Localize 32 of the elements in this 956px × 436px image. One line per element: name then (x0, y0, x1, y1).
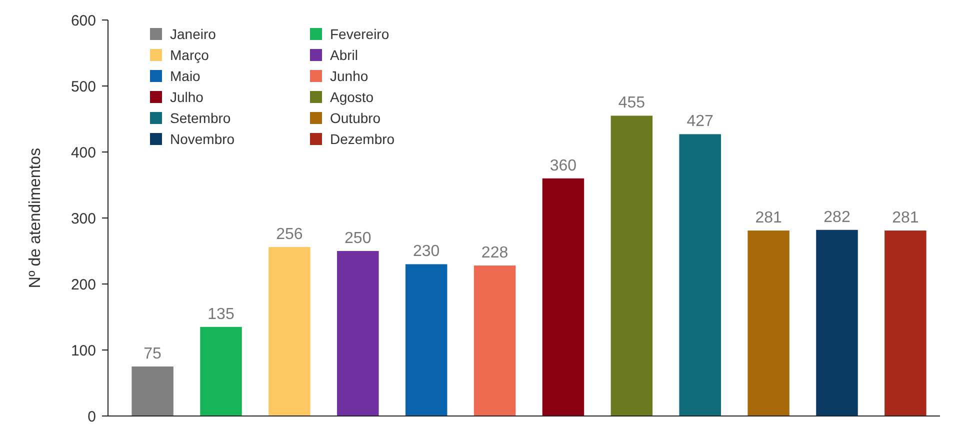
data-label: 228 (481, 244, 508, 262)
data-label: 75 (144, 346, 162, 362)
data-label: 256 (276, 226, 303, 244)
legend-label: Junho (330, 68, 368, 84)
legend-label: Maio (170, 68, 201, 84)
legend-label: Dezembro (330, 130, 395, 147)
legend-label: Novembro (170, 130, 235, 147)
y-tick-label: 200 (70, 276, 96, 294)
data-label: 282 (824, 208, 850, 226)
data-label: 281 (755, 210, 782, 227)
y-tick-label: 0 (88, 408, 96, 426)
y-tick-label: 400 (70, 144, 96, 162)
legend-label: Agosto (330, 88, 374, 105)
legend-label: Março (170, 46, 210, 63)
y-tick-label: 100 (70, 342, 96, 360)
data-label: 230 (412, 243, 440, 260)
legend-label: Abril (330, 46, 358, 63)
data-label: 135 (208, 306, 234, 323)
legend-label: Outubro (330, 110, 381, 126)
y-axis-title: Nº de atendimentos (27, 148, 44, 288)
y-tick-label: 300 (70, 210, 96, 228)
data-label: 250 (344, 230, 372, 247)
legend-label: Julho (170, 88, 204, 105)
data-label: 427 (686, 113, 714, 130)
legend-label: Janeiro (170, 26, 216, 42)
legend-label: Setembro (170, 110, 231, 126)
y-tick-label: 600 (70, 12, 96, 30)
data-label: 360 (550, 157, 577, 174)
legend-label: Fevereiro (330, 26, 390, 42)
data-label: 281 (892, 210, 919, 227)
y-tick-label: 500 (70, 78, 96, 96)
data-label: 455 (618, 94, 646, 112)
